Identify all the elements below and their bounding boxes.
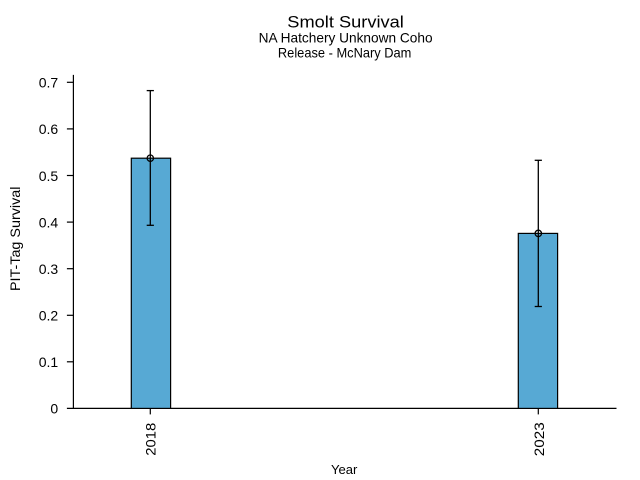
- svg-text:Smolt Survival: Smolt Survival: [287, 13, 404, 32]
- svg-text:0: 0: [50, 401, 58, 417]
- svg-text:0.2: 0.2: [39, 308, 59, 324]
- svg-text:0.4: 0.4: [39, 214, 59, 230]
- svg-text:PIT-Tag Survival: PIT-Tag Survival: [8, 187, 23, 291]
- svg-text:Year: Year: [331, 462, 358, 477]
- svg-text:0.1: 0.1: [39, 354, 59, 370]
- svg-text:0.5: 0.5: [39, 168, 59, 184]
- svg-text:0.6: 0.6: [39, 121, 59, 137]
- svg-text:Release - McNary Dam: Release - McNary Dam: [278, 44, 412, 60]
- svg-text:NA Hatchery Unknown Coho: NA Hatchery Unknown Coho: [259, 30, 433, 46]
- svg-text:2023: 2023: [531, 422, 547, 456]
- svg-text:2018: 2018: [143, 423, 159, 456]
- svg-text:0.3: 0.3: [39, 261, 59, 277]
- svg-text:0.7: 0.7: [39, 75, 59, 91]
